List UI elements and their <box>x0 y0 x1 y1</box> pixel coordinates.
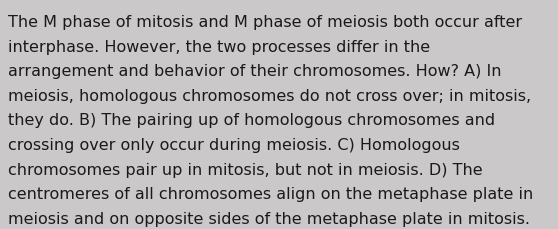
Text: The M phase of mitosis and M phase of meiosis both occur after: The M phase of mitosis and M phase of me… <box>8 15 522 30</box>
Text: they do. B) The pairing up of homologous chromosomes and: they do. B) The pairing up of homologous… <box>8 113 496 128</box>
Text: arrangement and behavior of their chromosomes. How? A) In: arrangement and behavior of their chromo… <box>8 64 502 79</box>
Text: meiosis, homologous chromosomes do not cross over; in mitosis,: meiosis, homologous chromosomes do not c… <box>8 88 531 103</box>
Text: meiosis and on opposite sides of the metaphase plate in mitosis.: meiosis and on opposite sides of the met… <box>8 211 530 226</box>
Text: centromeres of all chromosomes align on the metaphase plate in: centromeres of all chromosomes align on … <box>8 186 533 201</box>
Text: interphase. However, the two processes differ in the: interphase. However, the two processes d… <box>8 39 430 54</box>
Text: chromosomes pair up in mitosis, but not in meiosis. D) The: chromosomes pair up in mitosis, but not … <box>8 162 483 177</box>
Text: crossing over only occur during meiosis. C) Homologous: crossing over only occur during meiosis.… <box>8 137 460 152</box>
